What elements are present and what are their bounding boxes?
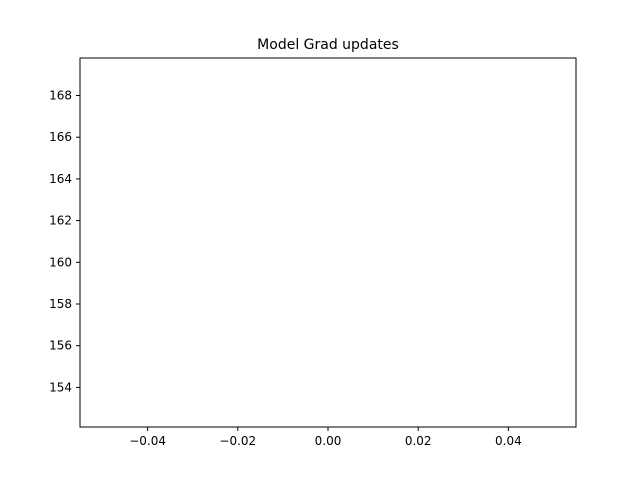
chart-title: Model Grad updates [257,37,399,53]
y-tick-label: 164 [49,172,72,186]
y-tick-label: 154 [49,380,72,394]
x-tick-label: 0.00 [315,434,342,448]
y-tick-label: 166 [49,130,72,144]
y-tick-label: 168 [49,89,72,103]
x-tick-label: −0.04 [129,434,166,448]
x-tick-label: 0.04 [495,434,522,448]
x-tick-label: 0.02 [405,434,432,448]
plot-area-frame [79,57,577,428]
x-tick-label: −0.02 [219,434,256,448]
y-tick-label: 160 [49,255,72,269]
y-tick-label: 156 [49,339,72,353]
y-axis: 154 156 158 160 162 164 166 168 [49,89,80,394]
y-tick-label: 158 [49,297,72,311]
x-axis: −0.04 −0.02 0.00 0.02 0.04 [129,427,522,448]
y-tick-label: 162 [49,214,72,228]
